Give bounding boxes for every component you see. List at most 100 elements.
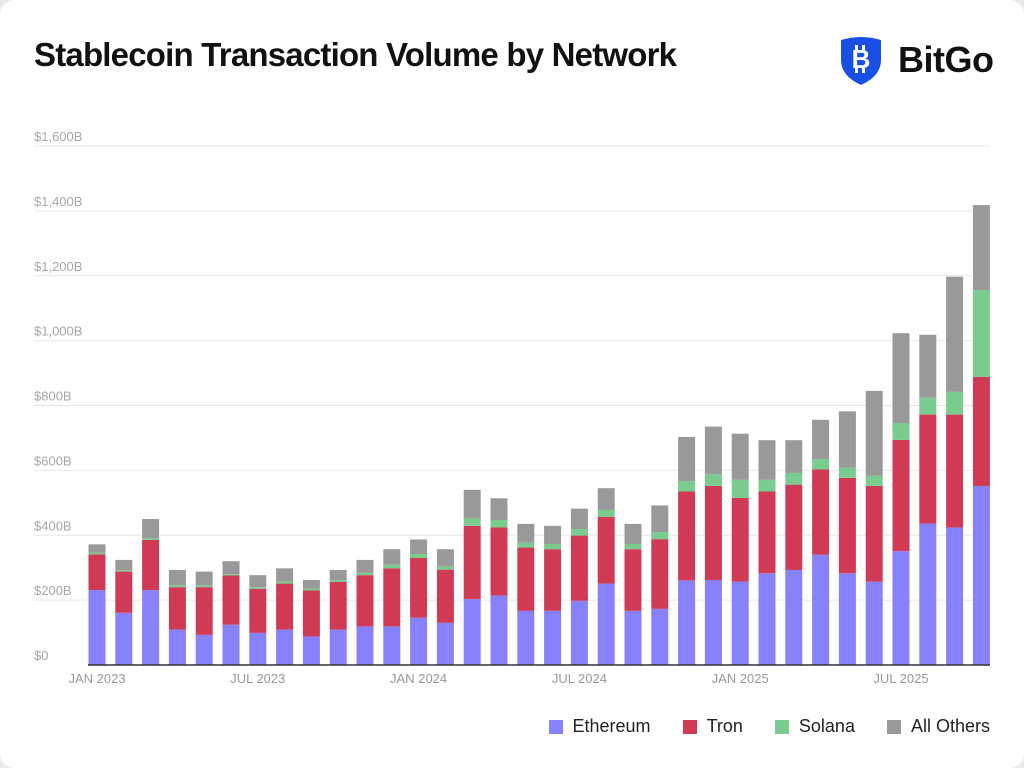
bar-ethereum — [302, 636, 320, 665]
bar-stack-2023-08 — [276, 568, 294, 665]
bar-all-others — [892, 333, 910, 424]
bar-solana — [812, 459, 830, 470]
bar-stack-2023-11 — [356, 559, 374, 665]
bar-tron — [410, 557, 428, 618]
bar-solana — [410, 554, 428, 558]
bar-stack-2023-12 — [383, 549, 401, 665]
bar-solana — [195, 585, 213, 588]
bar-stack-2023-10 — [329, 569, 347, 665]
chart-title: Stablecoin Transaction Volume by Network — [34, 36, 677, 73]
bar-solana — [142, 538, 160, 540]
bar-ethereum — [329, 629, 347, 665]
bar-stack-2025-02 — [758, 440, 776, 665]
bar-stack-2023-03 — [142, 519, 160, 665]
bar-solana — [865, 475, 883, 486]
bar-solana — [946, 391, 964, 415]
bar-stack-2024-02 — [436, 549, 454, 665]
bar-ethereum — [88, 590, 106, 665]
bar-solana — [570, 529, 588, 536]
bitgo-logo: B BitGo — [838, 34, 994, 86]
x-tick-label: JUL 2025 — [873, 671, 928, 686]
bar-stack-2025-07 — [892, 333, 910, 665]
bar-tron — [758, 491, 776, 574]
x-tick-label: JAN 2024 — [390, 671, 447, 686]
bar-tron — [168, 587, 186, 630]
bar-ethereum — [731, 581, 749, 665]
bar-stack-2025-10 — [972, 205, 990, 665]
bar-all-others — [276, 568, 294, 582]
bar-stack-2023-09 — [302, 580, 320, 665]
bar-ethereum — [758, 573, 776, 665]
legend-label: All Others — [910, 716, 990, 736]
bar-ethereum — [168, 629, 186, 665]
bar-tron — [865, 485, 883, 582]
bar-tron — [517, 547, 535, 611]
bar-stack-2025-06 — [865, 390, 883, 665]
bar-all-others — [410, 539, 428, 555]
bar-solana — [704, 474, 722, 486]
bar-solana — [651, 532, 669, 540]
bar-tron — [276, 583, 294, 630]
bar-ethereum — [544, 610, 562, 665]
bar-ethereum — [222, 624, 240, 665]
bar-tron — [704, 485, 722, 581]
bar-ethereum — [570, 600, 588, 665]
bar-ethereum — [195, 634, 213, 665]
bar-solana — [517, 542, 535, 548]
bar-stack-2024-09 — [624, 523, 642, 665]
bar-stack-2025-03 — [785, 440, 803, 665]
bar-tron — [785, 484, 803, 570]
legend-swatch — [682, 719, 697, 734]
y-tick-label: $1,200B — [34, 259, 82, 274]
bar-solana — [276, 581, 294, 584]
bar-ethereum — [972, 485, 990, 665]
bar-solana — [785, 472, 803, 485]
bar-ethereum — [678, 580, 696, 665]
x-tick-label: JUL 2023 — [230, 671, 285, 686]
bar-solana — [544, 544, 562, 550]
bar-ethereum — [410, 617, 428, 665]
bar-stack-2023-04 — [168, 569, 186, 665]
bar-stack-2023-06 — [222, 561, 240, 665]
bar-solana — [436, 566, 454, 570]
bar-solana — [758, 479, 776, 492]
bar-stack-2024-06 — [544, 525, 562, 665]
y-tick-label: $1,600B — [34, 129, 82, 144]
bar-stack-2025-09 — [946, 276, 964, 665]
bar-ethereum — [597, 583, 615, 665]
bar-tron — [678, 491, 696, 581]
legend-label: Tron — [706, 716, 743, 736]
bar-ethereum — [142, 590, 160, 665]
bar-tron — [544, 549, 562, 611]
legend-item: Tron — [682, 716, 743, 737]
bar-ethereum — [624, 610, 642, 665]
bar-ethereum — [115, 612, 133, 665]
bar-all-others — [249, 575, 267, 588]
bar-ethereum — [383, 626, 401, 665]
bar-tron — [919, 414, 937, 524]
bar-all-others — [704, 426, 722, 475]
bar-tron — [946, 414, 964, 528]
bar-solana — [222, 574, 240, 576]
x-axis-ticks: JAN 2023 JUL 2023 JAN 2024 JUL 2024 JAN 2025… — [68, 671, 928, 686]
bar-stack-2024-07 — [570, 508, 588, 665]
logo-text: BitGo — [898, 39, 994, 80]
bar-ethereum — [517, 610, 535, 665]
bar-stack-2024-12 — [704, 426, 722, 665]
bar-all-others — [168, 569, 186, 586]
bar-ethereum — [651, 608, 669, 665]
bar-tron — [302, 590, 320, 637]
bar-tron — [115, 571, 133, 613]
bar-solana — [838, 467, 856, 478]
bar-all-others — [490, 498, 508, 521]
bars — [88, 205, 990, 665]
bar-all-others — [544, 525, 562, 545]
bar-tron — [570, 535, 588, 601]
bar-tron — [436, 569, 454, 623]
bar-stack-2023-05 — [195, 571, 213, 665]
bar-ethereum — [490, 595, 508, 665]
bar-ethereum — [892, 551, 910, 665]
bar-tron — [812, 469, 830, 555]
bar-solana — [356, 572, 374, 576]
